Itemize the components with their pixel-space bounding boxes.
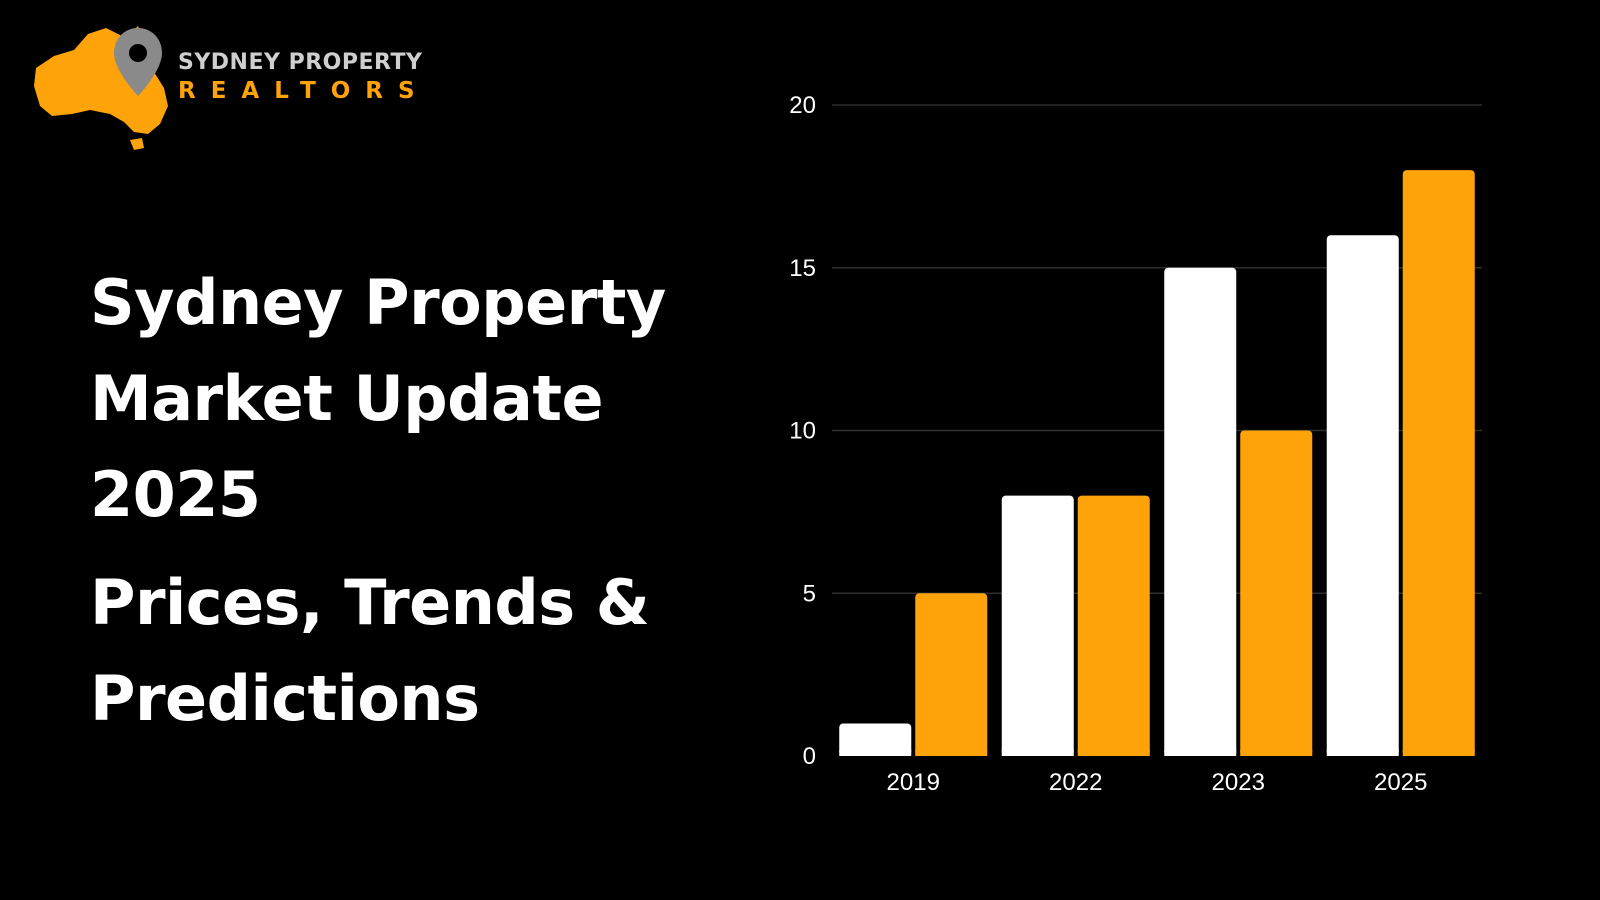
page-title-line: Sydney Property xyxy=(90,266,666,339)
bar xyxy=(1402,170,1475,757)
page-subtitle-line: Prices, Trends & xyxy=(90,566,650,639)
y-tick-label: 10 xyxy=(789,418,816,445)
bar-base xyxy=(1326,750,1399,756)
x-axis-ticks: 2019 2022 2023 2025 xyxy=(887,769,1428,796)
y-tick-label: 0 xyxy=(803,743,816,770)
bar-base xyxy=(839,750,912,756)
bar xyxy=(839,723,912,756)
bar-base xyxy=(1077,750,1150,756)
bar xyxy=(1240,430,1313,756)
page-title-line: 2025 xyxy=(90,458,261,531)
bar-base xyxy=(1402,750,1475,756)
page-subtitle: Prices, Trends & Predictions xyxy=(90,555,730,747)
location-pin-icon xyxy=(114,28,162,96)
bar xyxy=(1001,495,1074,756)
x-tick-label: 2025 xyxy=(1374,769,1427,796)
bar-base xyxy=(1001,750,1074,756)
y-axis-ticks: 0 5 10 15 20 xyxy=(789,92,816,770)
x-tick-label: 2023 xyxy=(1212,769,1265,796)
brand-name-line1: SYDNEY PROPERTY xyxy=(178,50,423,75)
y-tick-label: 5 xyxy=(803,580,816,607)
bar xyxy=(1326,235,1399,756)
bar-base xyxy=(1240,750,1313,756)
bar xyxy=(915,593,988,756)
x-tick-label: 2022 xyxy=(1049,769,1102,796)
page-subtitle-line: Predictions xyxy=(90,662,480,735)
brand-logo: SYDNEY PROPERTY REALTORS xyxy=(30,24,430,154)
page-title: Sydney Property Market Update 2025 xyxy=(90,255,730,543)
bar-base xyxy=(1164,750,1237,756)
bar-chart: 0 5 10 15 20 2019 2022 2023 2025 xyxy=(789,92,1482,796)
y-tick-label: 20 xyxy=(789,92,816,119)
bar xyxy=(1164,267,1237,756)
bar xyxy=(1077,495,1150,756)
x-tick-label: 2019 xyxy=(887,769,940,796)
brand-name-line2: REALTORS xyxy=(178,78,430,104)
y-tick-label: 15 xyxy=(789,255,816,282)
headline: Sydney Property Market Update 2025 Price… xyxy=(90,255,730,747)
bars xyxy=(839,170,1475,757)
bar-base xyxy=(915,750,988,756)
page-title-line: Market Update xyxy=(90,362,604,435)
